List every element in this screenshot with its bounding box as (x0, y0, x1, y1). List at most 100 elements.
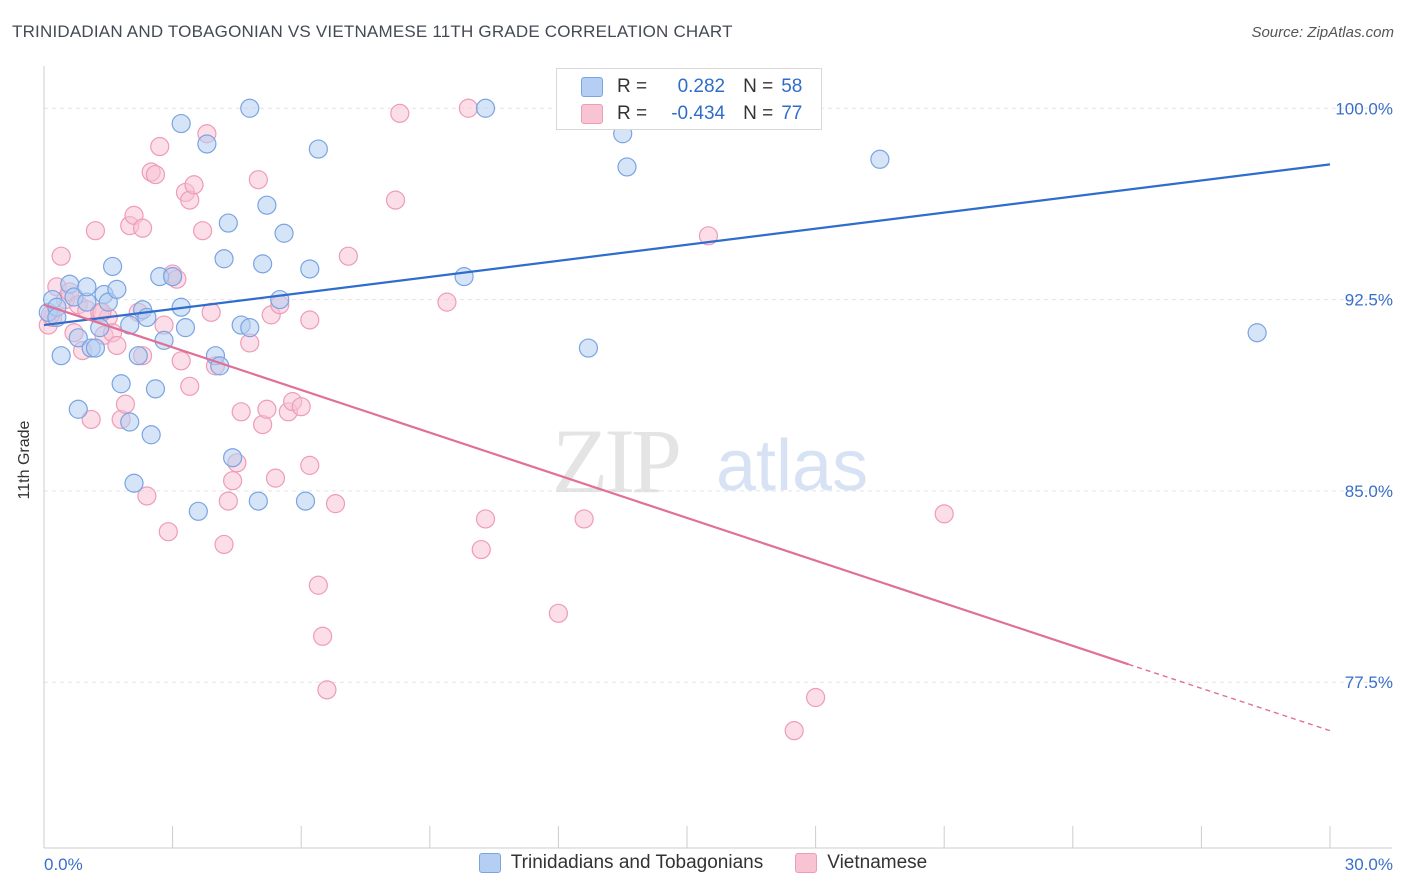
scatter-point (223, 448, 243, 468)
scatter-point (171, 351, 191, 371)
scatter-point (163, 267, 183, 287)
scatter-point (107, 279, 127, 299)
scatter-point (934, 504, 954, 524)
vietnamese-points (38, 98, 954, 741)
scatter-point (132, 218, 153, 238)
legend-swatch-blue (581, 77, 603, 97)
scatter-point (317, 680, 337, 700)
series-swatch-blue (478, 853, 501, 873)
trend-layer (43, 163, 1331, 732)
scatter-point (300, 259, 320, 279)
scatter-point (253, 254, 273, 274)
scatter-point (1247, 323, 1267, 343)
watermark-atlas: atlas (716, 426, 868, 506)
scatter-point (548, 603, 569, 623)
scatter-point (51, 246, 71, 266)
scatter-point (248, 491, 268, 511)
axis-layer (43, 66, 1392, 849)
scatter-point (784, 721, 804, 741)
series-legend-item-vietnamese[interactable]: Vietnamese (795, 852, 927, 874)
scatter-point (193, 221, 213, 241)
scatter-point (454, 267, 474, 287)
scatter-point (617, 157, 637, 177)
scatter-point (218, 491, 238, 511)
scatter-point (68, 328, 88, 348)
legend-swatch-pink (581, 104, 603, 124)
scatter-point (805, 687, 826, 708)
scatter-point (300, 455, 320, 475)
scatter-point (270, 289, 290, 310)
series-legend-label: Trinidadians and Tobagonians (510, 852, 764, 873)
scatter-point (308, 575, 328, 595)
y-tick-label: 100.0% (1335, 99, 1393, 118)
scatter-point (458, 98, 478, 118)
scatter-point (870, 149, 890, 169)
legend-row-trinidadian: R = 0.282 N = 58 (557, 73, 802, 101)
source-label: Source: ZipAtlas.com (1251, 24, 1394, 41)
legend-n-label: N = (743, 76, 774, 97)
scatter-point (223, 471, 243, 491)
trend-line-trinidadian (43, 163, 1331, 327)
scatter-point (385, 190, 406, 210)
trend-line-vietnamese-extrapolated (1128, 663, 1331, 732)
scatter-point (257, 399, 277, 419)
scatter-point (184, 175, 204, 195)
scatter-point (107, 335, 127, 356)
legend-n-value: 77 (781, 103, 803, 124)
scatter-point (313, 626, 333, 646)
scatter-point (257, 195, 277, 215)
chart-title: TRINIDADIAN AND TOBAGONIAN VS VIETNAMESE… (12, 22, 733, 41)
scatter-point (141, 425, 161, 445)
scatter-point (308, 139, 328, 159)
scatter-point (475, 98, 496, 118)
scatter-point (240, 98, 260, 118)
x-tick-label: 0.0% (44, 855, 83, 874)
scatter-point (68, 399, 88, 419)
legend-n-value: 58 (781, 76, 803, 97)
scatter-point (85, 221, 106, 241)
grid-layer (44, 107, 1392, 683)
y-tick-label: 77.5% (1345, 673, 1393, 692)
scatter-point (197, 134, 217, 154)
x-tick-label: 30.0% (1345, 855, 1393, 874)
scatter-point (390, 103, 410, 123)
scatter-point (214, 534, 234, 555)
scatter-point (240, 318, 260, 338)
scatter-point (115, 394, 136, 414)
series-legend: Trinidadians and Tobagonians Vietnamese (0, 852, 1406, 874)
scatter-point (124, 473, 144, 493)
watermark-zip: ZIP (552, 410, 679, 512)
scatter-point (128, 346, 148, 366)
scatter-point (265, 468, 286, 488)
scatter-point (471, 539, 491, 560)
scatter-point (145, 379, 166, 399)
scatter-point (150, 136, 170, 157)
scatter-point (437, 292, 457, 312)
scatter-point (120, 412, 140, 432)
scatter-point (137, 486, 157, 506)
series-swatch-pink (795, 853, 818, 873)
y-axis-label-wrap: 11th Grade (10, 380, 40, 540)
scatter-point (158, 522, 178, 542)
legend-r-label: R = (617, 76, 648, 97)
scatter-point (111, 374, 131, 394)
scatter-point (218, 213, 238, 233)
correlation-legend: R = 0.282 N = 58 R = -0.434 N = 77 (556, 68, 822, 130)
legend-r-value: 0.282 (677, 76, 726, 97)
y-tick-label: 92.5% (1345, 291, 1393, 310)
scatter-point (175, 318, 196, 338)
scatter-point (188, 501, 208, 521)
y-tick-label: 85.0% (1345, 482, 1393, 501)
trend-line-vietnamese (43, 303, 1129, 666)
scatter-point (81, 409, 101, 430)
scatter-point (475, 509, 496, 529)
scatter-point (578, 338, 599, 358)
scatter-point (102, 256, 123, 277)
series-legend-item-trinidadian[interactable]: Trinidadians and Tobagonians (478, 852, 764, 874)
scatter-point (231, 402, 251, 422)
scatter-point (574, 509, 594, 529)
scatter-point (300, 310, 320, 330)
legend-r-value: -0.434 (671, 103, 726, 124)
legend-r-label: R = (617, 103, 648, 124)
